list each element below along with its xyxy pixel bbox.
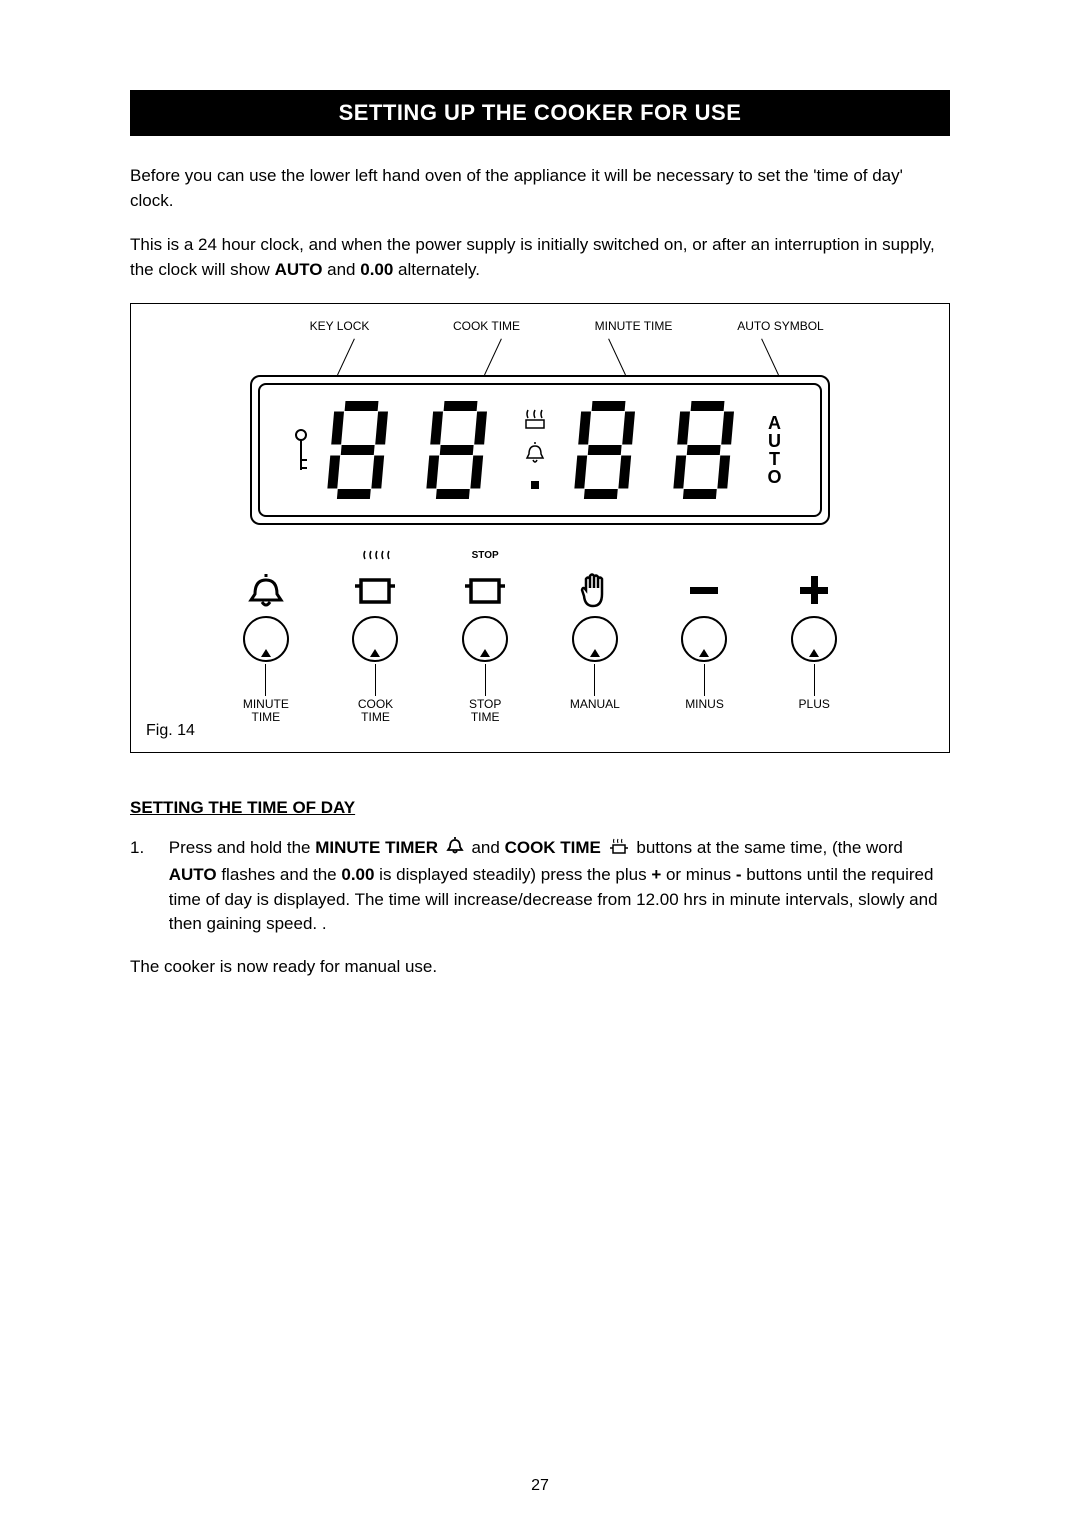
stop-time-button: STOP [462,550,508,662]
bell-inline-icon [446,836,464,864]
minus-button [681,550,727,662]
manual-button [572,550,618,662]
minute-time-button [243,550,289,662]
pot-stop-icon [463,568,507,610]
label-keylock: KEY LOCK [266,319,413,333]
top-lead-lines [266,335,854,375]
hand-icon [575,568,615,610]
label-cooktime: COOK TIME [413,319,560,333]
dot-icon [528,478,542,492]
intro-paragraph-2: This is a 24 hour clock, and when the po… [130,233,950,282]
auto-symbol-letters: A U T O [760,395,790,505]
step-body: Press and hold the MINUTE TIMER and COOK… [169,836,949,938]
top-label-row: KEY LOCK COOK TIME MINUTE TIME AUTO SYMB… [266,319,854,333]
keylock-icon [291,395,311,505]
pot-heat-icon [520,408,550,430]
label-plus: PLUS [759,698,869,724]
digit-4 [661,395,756,505]
intro2-000: 0.00 [360,260,393,279]
lcd-display-frame-inner: A U T O [258,383,822,517]
bottom-label-row: MINUTE TIME COOK TIME STOP TIME MANUAL M… [211,698,869,724]
digit-3 [562,395,657,505]
intro-paragraph-1: Before you can use the lower left hand o… [130,164,950,213]
section-heading: SETTING THE TIME OF DAY [130,798,950,818]
display-center-symbols [513,395,558,505]
plus-icon [794,568,834,610]
closing-paragraph: The cooker is now ready for manual use. [130,955,950,980]
digit-1 [315,395,410,505]
label-manual: MANUAL [540,698,650,724]
label-minute-time: MINUTE TIME [211,698,321,724]
bell-icon [246,568,286,610]
page-number: 27 [531,1477,549,1495]
intro2-mid: and [322,260,360,279]
step-1: 1. Press and hold the MINUTE TIMER and C… [130,836,950,938]
label-minus: MINUS [650,698,760,724]
label-autosymbol: AUTO SYMBOL [707,319,854,333]
plus-button [791,550,837,662]
figure-caption: Fig. 14 [146,722,195,740]
intro2-post: alternately. [393,260,480,279]
cook-time-button [352,550,398,662]
pot-icon [353,568,397,610]
lcd-display-frame-outer: A U T O [250,375,830,525]
figure-14-box: KEY LOCK COOK TIME MINUTE TIME AUTO SYMB… [130,303,950,753]
page-title-bar: SETTING UP THE COOKER FOR USE [130,90,950,136]
intro2-auto: AUTO [275,260,323,279]
label-minutetime: MINUTE TIME [560,319,707,333]
intro2-pre: This is a 24 hour clock, and when the po… [130,235,935,279]
digit-2 [414,395,509,505]
button-row: STOP [211,550,869,662]
pot-inline-icon [609,838,629,864]
bell-small-icon [525,440,545,468]
label-stop-time: STOP TIME [430,698,540,724]
label-cook-time: COOK TIME [321,698,431,724]
minus-icon [684,568,724,610]
stop-label: STOP [472,550,499,562]
step-number: 1. [130,836,164,861]
bottom-lead-lines [211,664,869,696]
